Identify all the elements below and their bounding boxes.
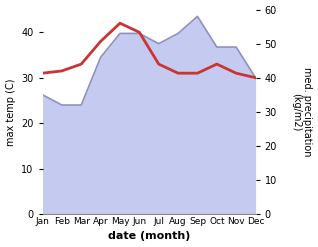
- Y-axis label: max temp (C): max temp (C): [5, 78, 16, 145]
- X-axis label: date (month): date (month): [108, 231, 190, 242]
- Y-axis label: med. precipitation
(kg/m2): med. precipitation (kg/m2): [291, 67, 313, 157]
